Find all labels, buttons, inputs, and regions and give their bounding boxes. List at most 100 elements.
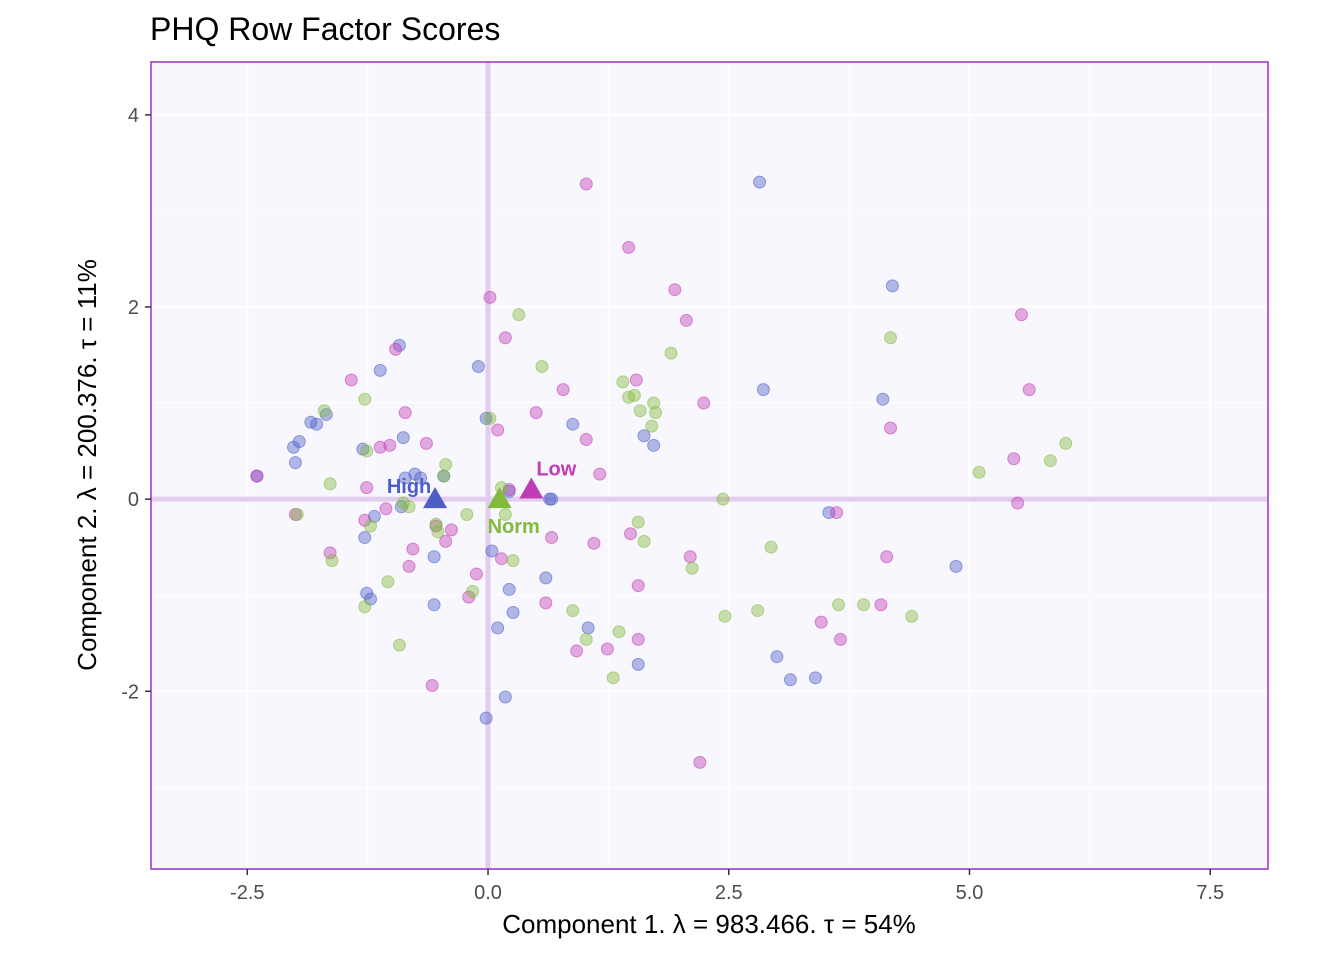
- mean-label-low: Low: [536, 459, 576, 481]
- point-low: [529, 406, 543, 420]
- point-low: [444, 523, 458, 537]
- point-low: [693, 755, 707, 769]
- point-norm: [402, 500, 416, 514]
- point-high: [396, 431, 410, 445]
- point-high: [876, 392, 890, 406]
- point-low: [406, 542, 420, 556]
- point-low: [622, 240, 636, 254]
- point-low: [425, 679, 439, 693]
- point-low: [1014, 308, 1028, 322]
- point-norm: [360, 444, 374, 458]
- point-low: [830, 506, 844, 520]
- chart-title: PHQ Row Factor Scores: [150, 11, 500, 47]
- point-norm: [832, 598, 846, 612]
- point-low: [373, 440, 387, 454]
- point-norm: [483, 411, 497, 425]
- point-norm: [431, 525, 445, 539]
- point-high: [581, 621, 595, 635]
- point-norm: [460, 507, 474, 521]
- point-high: [753, 175, 767, 189]
- point-low: [344, 373, 358, 387]
- y-tick-label: 0: [128, 489, 139, 511]
- point-low: [668, 283, 682, 297]
- point-norm: [718, 609, 732, 623]
- point-low: [1011, 496, 1025, 510]
- point-low: [593, 467, 607, 481]
- point-low: [495, 552, 509, 566]
- plot-panel-background: [151, 62, 1268, 869]
- point-low: [579, 433, 593, 447]
- point-high: [392, 338, 406, 352]
- point-norm: [325, 554, 339, 568]
- mean-marker-high: [423, 487, 448, 509]
- point-norm: [884, 331, 898, 345]
- x-tick-label: 5.0: [956, 882, 984, 904]
- point-low: [1022, 383, 1036, 397]
- point-norm: [358, 392, 372, 406]
- point-high: [398, 471, 412, 485]
- point-low: [1007, 452, 1021, 466]
- x-axis-ticks: -2.5 0.0 2.5 5.0 7.5: [230, 869, 1224, 904]
- point-norm: [535, 360, 549, 374]
- point-high: [288, 456, 302, 470]
- y-tick-label: 2: [128, 297, 139, 319]
- point-norm: [647, 396, 661, 410]
- point-norm: [637, 534, 651, 548]
- point-low: [884, 421, 898, 435]
- point-low: [398, 406, 412, 420]
- point-low: [379, 502, 393, 516]
- point-high: [506, 605, 520, 619]
- point-high: [310, 417, 324, 431]
- x-tick-label: 7.5: [1196, 882, 1224, 904]
- point-low: [491, 423, 505, 437]
- group-means: High Norm Low: [387, 459, 577, 539]
- point-norm: [466, 584, 480, 598]
- point-low: [389, 342, 403, 356]
- point-norm: [498, 507, 512, 521]
- point-high: [770, 650, 784, 664]
- point-low: [419, 436, 433, 450]
- point-high: [367, 509, 381, 523]
- point-norm: [645, 419, 659, 433]
- data-points: [250, 175, 1073, 769]
- point-low: [683, 550, 697, 564]
- point-low: [539, 596, 553, 610]
- point-norm: [685, 561, 699, 575]
- point-high: [479, 711, 493, 725]
- point-norm: [664, 346, 678, 360]
- point-low: [814, 615, 828, 629]
- point-norm: [857, 598, 871, 612]
- point-low: [587, 536, 601, 550]
- point-high: [783, 673, 797, 687]
- point-norm: [506, 554, 520, 568]
- x-axis-label: Component 1. λ = 983.466. τ = 54%: [502, 909, 916, 939]
- point-low: [383, 438, 397, 452]
- point-low: [250, 469, 264, 483]
- point-norm: [437, 469, 451, 483]
- point-low: [833, 632, 847, 646]
- point-norm: [317, 404, 331, 418]
- point-high: [756, 383, 770, 397]
- point-low: [502, 483, 516, 497]
- mean-label-high: High: [387, 476, 431, 498]
- point-low: [402, 559, 416, 573]
- point-high: [471, 360, 485, 374]
- point-norm: [1059, 436, 1073, 450]
- point-norm: [323, 477, 337, 491]
- point-high: [292, 434, 306, 448]
- point-low: [600, 642, 614, 656]
- point-norm: [649, 406, 663, 420]
- y-tick-label: -2: [121, 681, 139, 703]
- mean-marker-low: [519, 477, 544, 499]
- y-tick-label: 4: [128, 105, 139, 127]
- point-high: [545, 492, 559, 506]
- point-low: [483, 290, 497, 304]
- mean-marker-norm: [487, 487, 512, 509]
- point-low: [498, 331, 512, 345]
- point-norm: [716, 492, 730, 506]
- point-low: [469, 567, 483, 581]
- point-high: [502, 582, 516, 596]
- point-low: [874, 598, 888, 612]
- point-low: [579, 177, 593, 191]
- point-low: [323, 546, 337, 560]
